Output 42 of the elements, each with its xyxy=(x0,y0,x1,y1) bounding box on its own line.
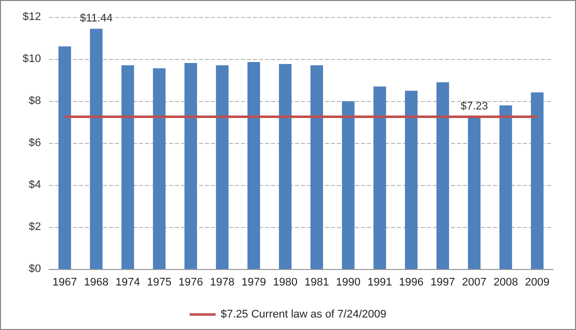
x-tick-label: 1968 xyxy=(84,276,108,288)
bar xyxy=(278,64,292,269)
bar xyxy=(152,68,166,269)
bar xyxy=(436,82,450,269)
y-tick-label: $12 xyxy=(22,11,41,23)
x-tick-label: 1980 xyxy=(273,276,298,288)
data-label: $7.23 xyxy=(460,100,488,113)
legend-label: $7.25 Current law as of 7/24/2009 xyxy=(220,308,386,320)
x-tick-label: 1974 xyxy=(116,276,140,288)
bar xyxy=(530,92,544,269)
x-tick-label: 1996 xyxy=(399,276,424,288)
bar xyxy=(247,62,260,269)
y-tick-label: $4 xyxy=(28,179,41,191)
bar xyxy=(58,46,72,269)
x-tick-label: 1981 xyxy=(304,276,329,288)
x-tick-label: 1967 xyxy=(52,276,77,288)
x-tick-label: 2009 xyxy=(525,276,550,288)
x-tick-label: 1990 xyxy=(336,276,360,288)
bar xyxy=(121,65,134,269)
bar xyxy=(373,86,386,269)
bar xyxy=(404,90,418,269)
y-tick-label: $10 xyxy=(22,53,41,65)
bar xyxy=(468,117,481,269)
x-tick-label: 1975 xyxy=(147,276,172,288)
x-tick-label: 1991 xyxy=(368,276,392,288)
bar xyxy=(499,105,512,269)
y-tick-label: $8 xyxy=(28,95,41,107)
y-tick-label: $6 xyxy=(28,137,41,149)
bar xyxy=(216,65,229,269)
x-tick-label: 1976 xyxy=(178,276,203,288)
bar xyxy=(310,65,324,269)
x-tick-label: 1979 xyxy=(242,276,266,288)
x-tick-label: 2007 xyxy=(462,276,486,288)
x-tick-label: 2008 xyxy=(494,276,518,288)
y-tick-label: $0 xyxy=(28,263,41,275)
y-tick-label: $2 xyxy=(28,221,41,233)
bar xyxy=(90,28,103,269)
x-tick-label: 1978 xyxy=(210,276,234,288)
data-label: $11.44 xyxy=(80,12,113,24)
x-tick-label: 1997 xyxy=(430,276,455,288)
bar xyxy=(342,101,355,269)
bar xyxy=(184,62,198,269)
